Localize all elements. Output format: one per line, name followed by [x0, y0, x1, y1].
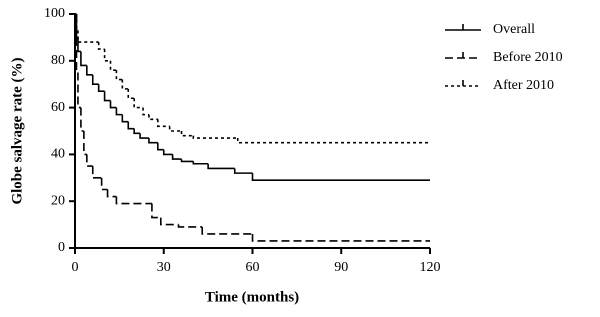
x-tick-label: 30	[157, 260, 171, 275]
km-step	[115, 107, 123, 116]
km-step	[121, 114, 129, 123]
x-tick-label: 120	[420, 260, 441, 275]
km-step	[127, 121, 135, 130]
km-step	[106, 189, 117, 198]
km-step	[168, 126, 182, 132]
km-step	[157, 142, 164, 151]
km-step	[139, 133, 149, 139]
y-tick-label: 0	[58, 240, 65, 255]
km-step	[109, 60, 117, 71]
km-step	[77, 72, 81, 109]
km-step	[236, 138, 430, 144]
legend-label: Before 2010	[493, 50, 563, 65]
km-step	[180, 131, 194, 137]
y-axis-title: Globe salvage rate (%)	[9, 57, 25, 204]
km-step	[207, 163, 235, 170]
km-step	[103, 49, 111, 62]
y-tick-label: 20	[51, 193, 65, 208]
km-step	[251, 173, 430, 181]
km-step	[83, 131, 87, 156]
km-step	[159, 217, 179, 226]
x-tick-label: 0	[72, 260, 79, 275]
km-step	[180, 159, 194, 163]
km-step	[192, 161, 209, 165]
km-step	[91, 74, 99, 85]
y-tick-label: 60	[51, 100, 65, 115]
km-step	[133, 128, 141, 135]
km-step	[148, 114, 158, 121]
km-step	[162, 149, 173, 156]
km-step	[115, 70, 123, 81]
km-step	[75, 14, 78, 74]
km-step	[77, 30, 99, 43]
legend-label: Overall	[493, 22, 535, 37]
km-step	[100, 177, 108, 191]
km-step	[75, 14, 78, 32]
km-step	[192, 135, 238, 139]
legend-label: After 2010	[493, 78, 554, 93]
km-step	[97, 42, 105, 50]
x-axis-title: Time (months)	[205, 289, 299, 305]
km-step	[121, 79, 129, 90]
y-tick-label: 40	[51, 147, 65, 162]
km-step	[133, 98, 144, 109]
km-step	[148, 138, 158, 144]
y-tick-label: 80	[51, 53, 65, 68]
km-step	[77, 37, 81, 53]
km-step	[201, 226, 253, 235]
x-tick-label: 90	[334, 260, 348, 275]
km-step	[103, 91, 111, 102]
km-step	[97, 84, 105, 93]
km-step	[80, 107, 84, 132]
km-step	[233, 168, 253, 174]
km-step	[86, 154, 93, 167]
km-step	[157, 119, 170, 128]
km-step	[142, 107, 149, 116]
km-step	[91, 166, 102, 179]
km-step	[127, 88, 135, 100]
km-step	[171, 154, 182, 160]
km-step	[115, 196, 152, 205]
km-step	[151, 203, 161, 219]
km-step	[80, 51, 87, 67]
km-step	[86, 65, 93, 76]
km-step	[177, 224, 203, 228]
y-tick-label: 100	[44, 6, 65, 21]
km-step	[109, 100, 117, 109]
x-tick-label: 60	[246, 260, 260, 275]
km-step	[251, 233, 430, 242]
